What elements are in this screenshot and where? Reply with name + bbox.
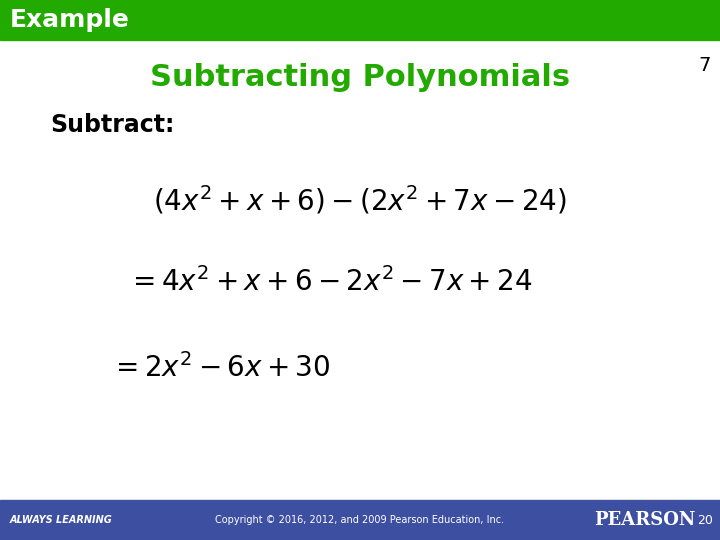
Text: 20: 20 — [697, 514, 713, 526]
Bar — [0, 0, 720, 40]
Text: $= 2x^2 - 6x + 30$: $= 2x^2 - 6x + 30$ — [110, 353, 330, 383]
Text: Example: Example — [10, 8, 130, 32]
Text: PEARSON: PEARSON — [594, 511, 696, 529]
Text: 7: 7 — [699, 56, 711, 75]
Text: Subtracting Polynomials: Subtracting Polynomials — [150, 64, 570, 92]
Text: Subtract:: Subtract: — [50, 113, 174, 137]
Text: ALWAYS LEARNING: ALWAYS LEARNING — [10, 515, 113, 525]
Bar — [0, 500, 720, 540]
Text: $\left(4x^2 + x + 6\right)-\left(2x^2 + 7x - 24\right)$: $\left(4x^2 + x + 6\right)-\left(2x^2 + … — [153, 184, 567, 217]
Text: Copyright © 2016, 2012, and 2009 Pearson Education, Inc.: Copyright © 2016, 2012, and 2009 Pearson… — [215, 515, 505, 525]
Text: $= 4x^2 + x + 6 - 2x^2 - 7x + 24$: $= 4x^2 + x + 6 - 2x^2 - 7x + 24$ — [127, 267, 533, 297]
